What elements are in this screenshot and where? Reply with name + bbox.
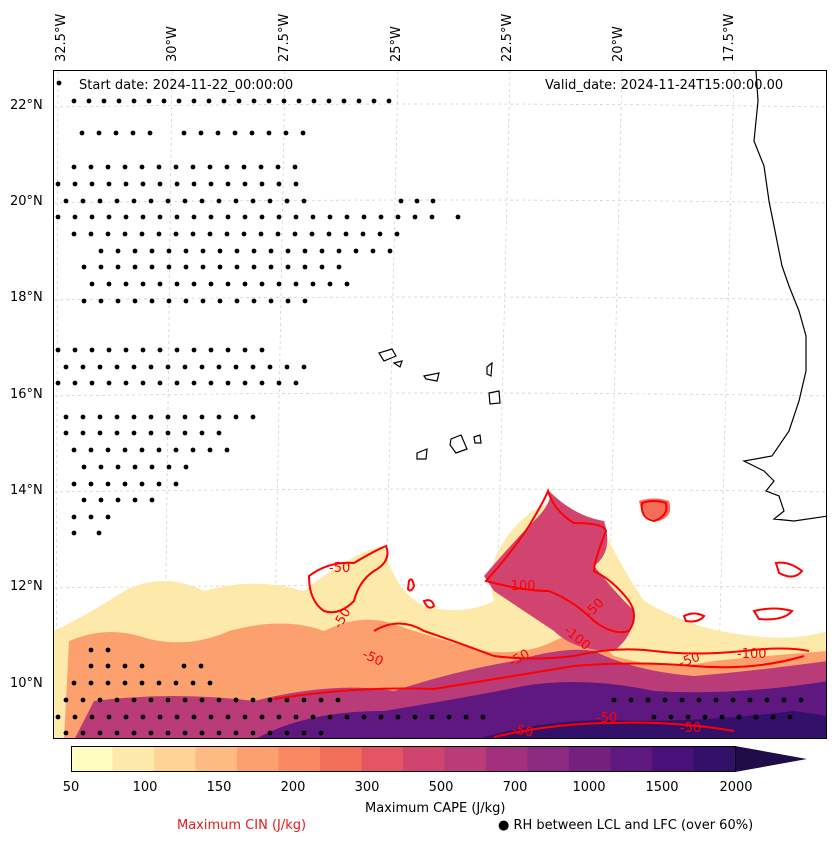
cin-contour-central xyxy=(373,622,810,660)
cin-contour-small-4 xyxy=(682,612,706,623)
rh-legend-label: RH between LCL and LFC (over 60%) xyxy=(513,818,754,833)
colorbar-tick: 200 xyxy=(280,780,306,795)
africa-coastline xyxy=(742,71,826,522)
colorbar-segment xyxy=(693,746,736,772)
colorbar-tick: 150 xyxy=(206,780,232,795)
cape-field xyxy=(54,491,826,738)
lat-label-12n: 12°N xyxy=(10,579,43,594)
colorbar-tick: 300 xyxy=(354,780,380,795)
parallel-18n xyxy=(54,296,826,301)
colorbar-tick: 1500 xyxy=(645,780,679,795)
colorbar-segment xyxy=(569,746,611,772)
colorbar-segment xyxy=(320,746,362,772)
cin-legend-label: Maximum CIN (J/kg) xyxy=(177,818,307,833)
cin-contour-small-1 xyxy=(640,500,668,523)
lon-label-20w: 20°W xyxy=(611,26,626,62)
colorbar-segment xyxy=(403,746,445,772)
cape-verde-island-6 xyxy=(449,434,468,454)
cin-label: -50 xyxy=(329,561,351,576)
cin-contour-south xyxy=(273,655,805,700)
parallel-14n xyxy=(54,488,826,493)
colorbar-tick: 500 xyxy=(428,780,454,795)
cin-contour-small-3 xyxy=(422,599,436,609)
lat-label-14n: 14°N xyxy=(10,483,43,498)
colorbar-segment xyxy=(195,746,238,772)
cin-label: -100 xyxy=(506,579,536,594)
colorbar-segment xyxy=(112,746,155,772)
colorbar-segment xyxy=(527,746,570,772)
lat-label-16n: 16°N xyxy=(10,387,43,402)
colorbar-segment xyxy=(610,746,653,772)
colorbar xyxy=(71,746,808,772)
colorbar-tick: 1000 xyxy=(572,780,606,795)
parallel-20n xyxy=(54,199,826,204)
cin-contour-small-6 xyxy=(774,561,804,578)
cin-contour-west xyxy=(307,544,389,614)
cape-verde-island-7 xyxy=(473,434,482,444)
colorbar-segment xyxy=(278,746,321,772)
cape-verde-island-4 xyxy=(486,361,493,377)
colorbar-segment xyxy=(361,746,404,772)
colorbar-segment xyxy=(237,746,279,772)
colorbar-segment xyxy=(444,746,487,772)
lon-label-27-5w: 27.5°W xyxy=(277,13,292,62)
colorbar-outline xyxy=(71,746,736,772)
colorbar-segments xyxy=(71,746,736,772)
lat-label-18n: 18°N xyxy=(10,290,43,305)
rh-dot-icon: ● xyxy=(498,818,510,833)
colorbar-tick: 100 xyxy=(132,780,158,795)
cin-contour-small-5 xyxy=(752,607,794,621)
lon-label-30w: 30°W xyxy=(165,26,180,62)
cin-label: -100 xyxy=(737,647,767,662)
valid-date: Valid_date: 2024-11-24T15:00:00.00 xyxy=(545,78,784,93)
cin-contour-bottom xyxy=(493,721,735,738)
map-canvas[interactable] xyxy=(54,71,827,739)
colorbar-extend-arrow xyxy=(735,746,807,772)
cape-verde-island-8 xyxy=(416,448,428,460)
cape-region-upper-plume xyxy=(484,491,634,651)
cape-verde-island-2 xyxy=(392,360,403,368)
cin-label: -50 xyxy=(510,722,535,739)
colorbar-tick: 50 xyxy=(62,780,80,795)
map-panel[interactable]: -50 -50 -50 -100 -50 -100 -50 -50 -100 -… xyxy=(53,70,827,739)
cin-label: -50 xyxy=(596,711,618,726)
colorbar-tick: 700 xyxy=(502,780,528,795)
colorbar-title: Maximum CAPE (J/kg) xyxy=(365,801,506,816)
parallel-16n xyxy=(54,392,826,397)
cin-contour-plume xyxy=(484,487,635,634)
start-date: Start date: 2024-11-22_00:00:00 xyxy=(79,78,294,93)
colorbar-segment xyxy=(154,746,196,772)
cin-contour-small-2 xyxy=(406,578,416,592)
lon-label-22-5w: 22.5°W xyxy=(500,13,515,62)
lat-label-22n: 22°N xyxy=(10,98,43,113)
colorbar-segment xyxy=(652,746,694,772)
colorbar-segment xyxy=(71,746,113,772)
coastlines xyxy=(378,71,826,522)
rh-dots xyxy=(55,80,804,736)
cape-verde-island-5 xyxy=(488,390,501,405)
cape-verde-island-1 xyxy=(378,348,397,362)
rh-legend: ● RH between LCL and LFC (over 60%) xyxy=(498,818,753,833)
cin-contours xyxy=(273,487,810,738)
parallel-22n xyxy=(54,103,826,108)
lon-label-25w: 25°W xyxy=(389,26,404,62)
cin-label: -50 xyxy=(680,721,702,736)
lat-label-20n: 20°N xyxy=(10,194,43,209)
lat-label-10n: 10°N xyxy=(10,676,43,691)
cape-verde-island-3 xyxy=(423,372,440,382)
colorbar-svg xyxy=(71,746,807,772)
colorbar-segment xyxy=(486,746,528,772)
lon-label-32-5w: 32.5°W xyxy=(54,13,69,62)
lon-label-17-5w: 17.5°W xyxy=(722,13,737,62)
colorbar-tick: 2000 xyxy=(719,780,753,795)
